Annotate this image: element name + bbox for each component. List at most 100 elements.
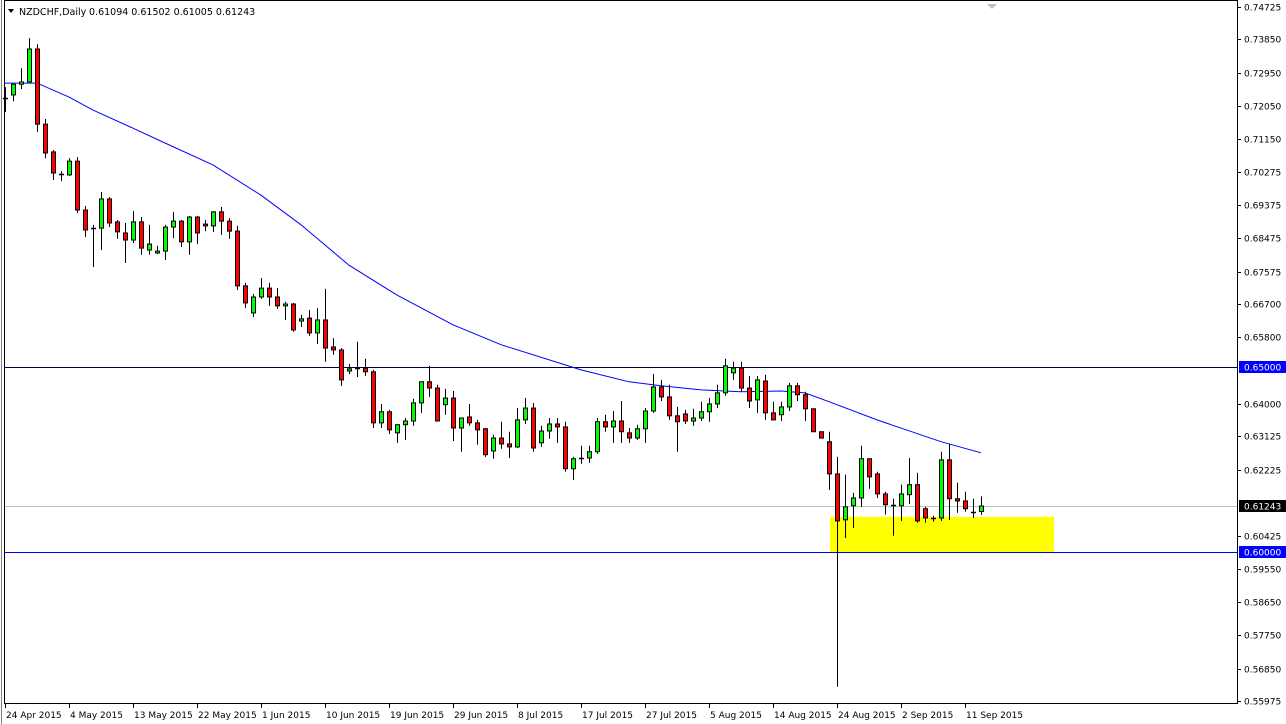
candle[interactable] (939, 451, 944, 521)
candle[interactable] (267, 282, 272, 306)
candle[interactable] (235, 225, 240, 290)
candle[interactable] (59, 171, 64, 182)
candle[interactable] (19, 68, 24, 89)
candle[interactable] (835, 456, 840, 687)
candle[interactable] (51, 150, 56, 181)
triangle-down-icon[interactable] (8, 9, 14, 13)
candle[interactable] (459, 417, 464, 452)
candle[interactable] (179, 220, 184, 248)
candle[interactable] (11, 83, 16, 102)
candle[interactable] (667, 384, 672, 420)
candle[interactable] (251, 294, 256, 317)
candle[interactable] (611, 411, 616, 443)
support-zone-rectangle[interactable] (830, 516, 1054, 553)
candle[interactable] (747, 375, 752, 409)
candle[interactable] (43, 118, 48, 159)
candle[interactable] (435, 384, 440, 422)
price-axis[interactable]: 0.74725 0.73850 0.72950 0.72050 0.71150 0.702… (1238, 4, 1286, 708)
candle[interactable] (475, 419, 480, 445)
candle[interactable] (899, 484, 904, 521)
candle[interactable] (99, 191, 104, 250)
candle[interactable] (451, 391, 456, 441)
candle[interactable] (115, 220, 120, 239)
candle[interactable] (123, 222, 128, 263)
candle[interactable] (347, 363, 352, 374)
candle[interactable] (91, 224, 96, 268)
candle[interactable] (795, 382, 800, 402)
candle[interactable] (955, 482, 960, 513)
candle[interactable] (523, 398, 528, 424)
candle[interactable] (259, 278, 264, 299)
candle[interactable] (147, 224, 152, 255)
candle[interactable] (755, 375, 760, 413)
candle[interactable] (339, 348, 344, 386)
candle[interactable] (651, 373, 656, 413)
candle[interactable] (563, 421, 568, 472)
candle[interactable] (3, 87, 8, 112)
candle[interactable] (627, 428, 632, 443)
candle[interactable] (579, 445, 584, 464)
candle[interactable] (531, 402, 536, 452)
candle[interactable] (859, 445, 864, 507)
candle[interactable] (723, 358, 728, 396)
candle[interactable] (83, 205, 88, 238)
candle[interactable] (979, 496, 984, 515)
candle[interactable] (499, 421, 504, 449)
candle[interactable] (947, 443, 952, 520)
candle[interactable] (803, 391, 808, 421)
candle[interactable] (915, 472, 920, 523)
candle[interactable] (827, 431, 832, 490)
candle[interactable] (675, 406, 680, 452)
candle[interactable] (203, 220, 208, 232)
candle[interactable] (155, 245, 160, 255)
candle[interactable] (379, 403, 384, 429)
candle[interactable] (403, 418, 408, 440)
candle[interactable] (315, 308, 320, 345)
candle[interactable] (299, 314, 304, 327)
candle[interactable] (483, 428, 488, 457)
candle[interactable] (131, 211, 136, 243)
candle[interactable] (707, 398, 712, 422)
candle[interactable] (307, 309, 312, 336)
candle[interactable] (699, 401, 704, 421)
candle[interactable] (787, 382, 792, 412)
candle[interactable] (619, 401, 624, 443)
candle[interactable] (323, 288, 328, 362)
candle[interactable] (163, 224, 168, 260)
candle[interactable] (27, 38, 32, 83)
candle[interactable] (731, 361, 736, 380)
candle[interactable] (355, 341, 360, 377)
candle[interactable] (907, 458, 912, 504)
candle[interactable] (851, 492, 856, 528)
candle[interactable] (867, 458, 872, 489)
candle[interactable] (819, 431, 824, 439)
candle[interactable] (643, 408, 648, 443)
candle[interactable] (427, 365, 432, 397)
candle[interactable] (595, 418, 600, 454)
candle[interactable] (443, 388, 448, 415)
candle[interactable] (811, 408, 816, 433)
candle[interactable] (763, 374, 768, 420)
candle[interactable] (387, 409, 392, 434)
candle[interactable] (891, 498, 896, 536)
candle[interactable] (603, 414, 608, 432)
candle[interactable] (67, 158, 72, 176)
candle[interactable] (219, 207, 224, 235)
candle[interactable] (107, 197, 112, 228)
candle[interactable] (739, 361, 744, 392)
candle[interactable] (843, 474, 848, 538)
candle[interactable] (363, 358, 368, 376)
candle[interactable] (659, 379, 664, 402)
candle[interactable] (883, 491, 888, 515)
candle[interactable] (171, 211, 176, 239)
candle[interactable] (331, 338, 336, 355)
candle[interactable] (243, 282, 248, 309)
candle[interactable] (187, 215, 192, 255)
chart-shift-marker-icon[interactable] (987, 4, 997, 9)
candle[interactable] (971, 498, 976, 518)
candle[interactable] (75, 157, 80, 213)
candle[interactable] (35, 44, 40, 132)
candle[interactable] (771, 401, 776, 421)
candle[interactable] (275, 288, 280, 309)
